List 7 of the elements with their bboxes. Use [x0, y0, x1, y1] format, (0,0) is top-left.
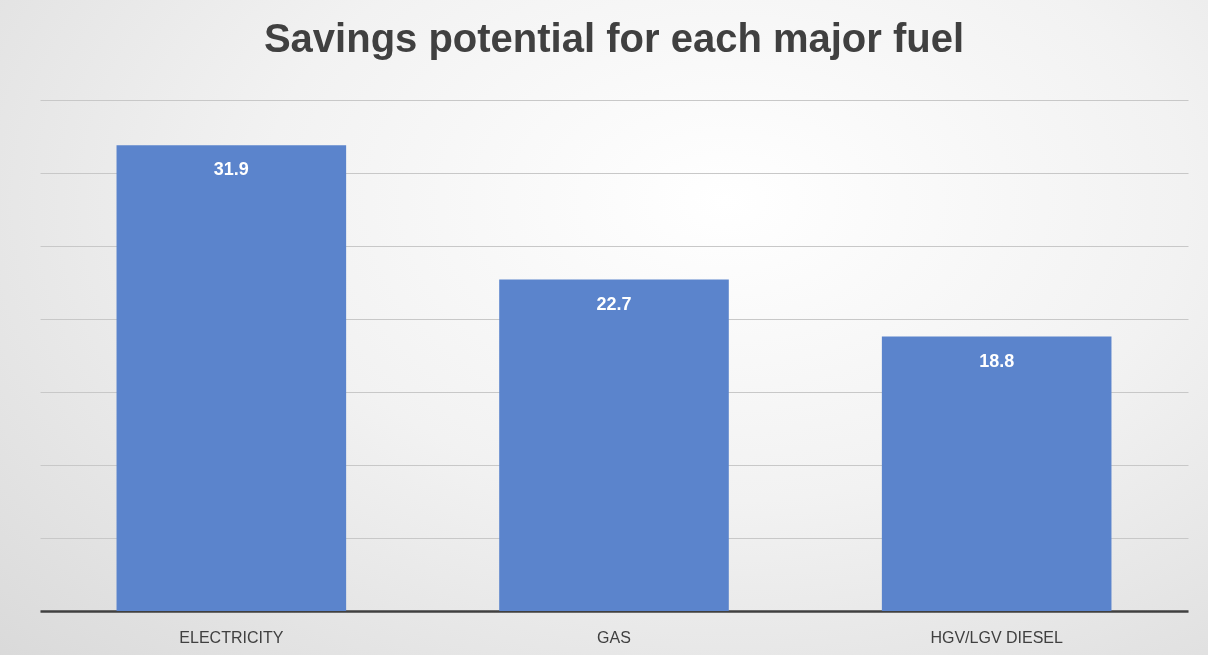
x-tick-label: ELECTRICITY — [179, 628, 284, 646]
x-tick-label: GAS — [597, 628, 631, 646]
chart-title: Savings potential for each major fuel — [263, 16, 965, 60]
data-label: 31.9 — [213, 159, 249, 180]
x-tick-label: HGV/LGV DIESEL — [930, 628, 1064, 646]
data-label: 22.7 — [596, 293, 632, 314]
data-label: 18.8 — [979, 350, 1015, 371]
